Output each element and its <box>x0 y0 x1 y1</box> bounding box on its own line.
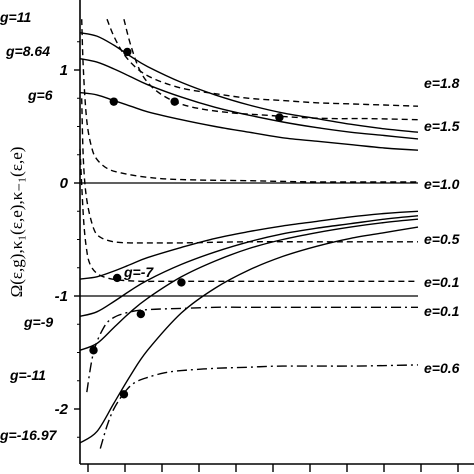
series-line-solid-6 <box>79 226 419 444</box>
series-line-dashdot-13 <box>99 364 419 449</box>
markers <box>89 47 284 399</box>
series-line-solid-2 <box>79 91 419 151</box>
series-line-dashed-10 <box>81 98 418 244</box>
series-label: e=0.1 <box>424 274 460 290</box>
y-tick-label: -2 <box>55 401 69 418</box>
series-label: g=-11 <box>9 367 46 383</box>
y-tick-label: 0 <box>60 175 69 192</box>
series-line-dashed-7 <box>106 18 419 107</box>
series-label: g=-9 <box>23 314 53 330</box>
data-marker <box>136 309 146 319</box>
series-labels: g=11 g=8.64 g=6 g=-7 g=-9 g=-11 g=-16.97 e=1.8 e… <box>0 9 460 443</box>
series-line-solid-1 <box>79 58 419 140</box>
series-line-solid-3 <box>79 210 419 280</box>
series-label: g=11 <box>0 9 31 25</box>
series-label: g=-16.97 <box>0 427 58 443</box>
data-marker <box>89 346 98 355</box>
data-marker <box>123 47 132 57</box>
y-axis-label: Ω(ε,g),κ₁(ε,e),κ₋₁(ε,e) <box>7 147 26 298</box>
data-marker <box>177 278 186 287</box>
y-ticks: 1 0 -1 -2 <box>55 41 80 438</box>
axes <box>79 0 474 465</box>
series-label: e=0.1 <box>424 303 460 319</box>
series-label: e=1.5 <box>424 118 460 134</box>
series-line-dashed-9 <box>81 19 419 183</box>
series-line-solid-5 <box>79 218 419 351</box>
y-tick-label: -1 <box>55 288 68 305</box>
data-marker <box>109 97 119 106</box>
series-label: e=1.0 <box>424 176 460 192</box>
data-marker <box>275 113 284 122</box>
series-line-dashed-8 <box>123 19 419 121</box>
data-marker <box>112 273 122 283</box>
series-label: g=-7 <box>123 264 154 280</box>
series-group <box>79 18 419 449</box>
series-line-solid-4 <box>79 215 419 317</box>
data-marker <box>119 390 129 399</box>
x-ticks <box>87 464 459 472</box>
data-marker <box>170 97 179 106</box>
series-line-dashdot-12 <box>86 306 418 393</box>
series-label: g=8.64 <box>5 43 50 59</box>
series-label: e=1.8 <box>424 75 460 91</box>
series-label: g=6 <box>27 87 53 103</box>
series-line-solid-0 <box>79 32 419 133</box>
series-label: e=0.6 <box>424 360 460 376</box>
series-label: e=0.5 <box>424 231 460 247</box>
y-tick-label: 1 <box>60 62 68 79</box>
